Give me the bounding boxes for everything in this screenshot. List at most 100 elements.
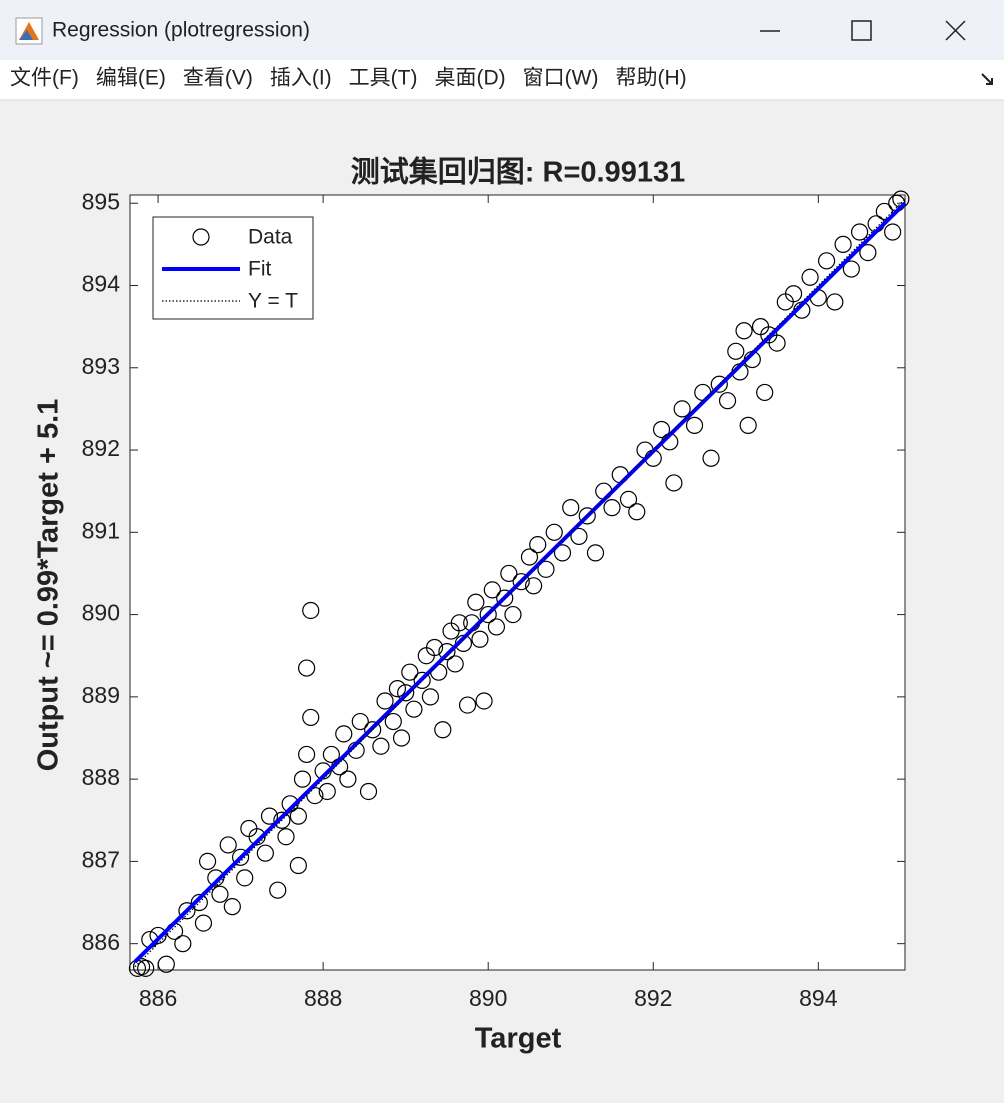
data-point (298, 659, 316, 677)
data-point (784, 285, 803, 303)
data-point (735, 322, 753, 340)
menu: 文件(F) 编辑(E) 查看(V) 插入(I) 工具(T) 桌面(D) 窗口(W) 帮助(H) (10, 67, 687, 90)
data-point (231, 848, 250, 866)
data-point (260, 807, 279, 825)
x-tick-label: 892 (634, 985, 672, 1011)
data-point (211, 885, 229, 903)
data-point (718, 392, 737, 410)
y-tick-label: 891 (82, 517, 120, 543)
y-tick-label: 895 (82, 188, 120, 214)
data-point (739, 416, 757, 434)
data-point (467, 593, 485, 611)
data-point (652, 420, 671, 439)
data-point (372, 737, 390, 755)
data-point (289, 856, 307, 875)
data-point (190, 893, 208, 912)
data-point (851, 223, 869, 241)
app-icon (15, 17, 43, 45)
data-point (289, 807, 307, 825)
data-point (578, 507, 596, 525)
line (134, 198, 906, 968)
data-point (801, 268, 819, 286)
y-tick-label: 886 (82, 929, 120, 955)
legend-label: Fit (248, 258, 271, 281)
menu-bar (0, 60, 1004, 100)
data-point (619, 490, 638, 509)
data-point (553, 544, 572, 562)
x-tick-label: 888 (304, 985, 342, 1011)
data-point (483, 581, 501, 599)
data-point (471, 630, 489, 648)
data-point (298, 745, 316, 764)
data-point (859, 243, 877, 262)
data-point (359, 782, 378, 801)
y-axis-label: Output ~= 0.99*Target + 5.1 (33, 399, 65, 772)
dock-arrow[interactable] (981, 73, 993, 85)
data-point (628, 503, 646, 521)
data-point (834, 235, 852, 253)
data-point (826, 293, 844, 311)
menu-item[interactable]: 文件(F) (10, 67, 79, 90)
legend-marker (192, 228, 210, 246)
data-point (302, 601, 320, 620)
data-point (384, 712, 402, 731)
data-point (174, 935, 192, 953)
data-point (194, 914, 213, 932)
data-point (137, 959, 155, 977)
data-point (269, 881, 287, 899)
data-point (318, 782, 336, 801)
data-point (520, 548, 539, 566)
data-point (537, 560, 555, 578)
x-axis-label: Target (475, 1023, 562, 1055)
data-point (302, 708, 320, 727)
menu-item[interactable]: 插入(I) (270, 67, 332, 90)
data-point (376, 692, 394, 710)
data-point (817, 252, 836, 270)
data-point (438, 643, 456, 661)
data-point (157, 955, 175, 973)
legend-label: Data (248, 226, 293, 249)
close-button[interactable] (945, 20, 966, 41)
menu-item[interactable]: 窗口(W) (523, 67, 599, 90)
legend-label: Y = T (248, 290, 298, 313)
data-point (562, 499, 580, 517)
data-point (351, 712, 369, 731)
data-point (421, 688, 440, 706)
y-tick-label: 889 (82, 682, 120, 708)
x-tick-label: 890 (469, 985, 507, 1011)
data-point (219, 836, 237, 854)
data-point (570, 527, 588, 546)
data-point (293, 770, 312, 788)
data-point (673, 400, 691, 418)
data-point (388, 680, 407, 698)
x-tick-label: 894 (799, 985, 838, 1011)
data-point (322, 745, 340, 764)
data-point (364, 721, 382, 739)
data-point (401, 663, 419, 681)
data-point (842, 260, 860, 278)
data-point (504, 605, 522, 624)
data-point (458, 696, 477, 714)
data-point (392, 729, 411, 747)
data-point (710, 375, 728, 393)
data-point (768, 334, 786, 352)
data-point (446, 655, 464, 673)
menu-item[interactable]: 工具(T) (349, 67, 418, 90)
data-point (727, 342, 745, 360)
data-point (479, 605, 497, 624)
y-tick-label: 894 (82, 271, 121, 297)
maximize-button[interactable] (851, 20, 872, 41)
data-point (277, 828, 295, 846)
menu-item[interactable]: 编辑(E) (96, 67, 166, 90)
menu-item[interactable]: 帮助(H) (615, 67, 686, 90)
data-point (198, 852, 217, 871)
data-point (335, 725, 353, 743)
menu-item[interactable]: 查看(V) (183, 67, 253, 90)
menu-item[interactable]: 桌面(D) (434, 67, 505, 90)
data-point (529, 536, 547, 554)
data-point (178, 902, 196, 920)
data-point (665, 474, 683, 492)
data-point (397, 684, 415, 702)
